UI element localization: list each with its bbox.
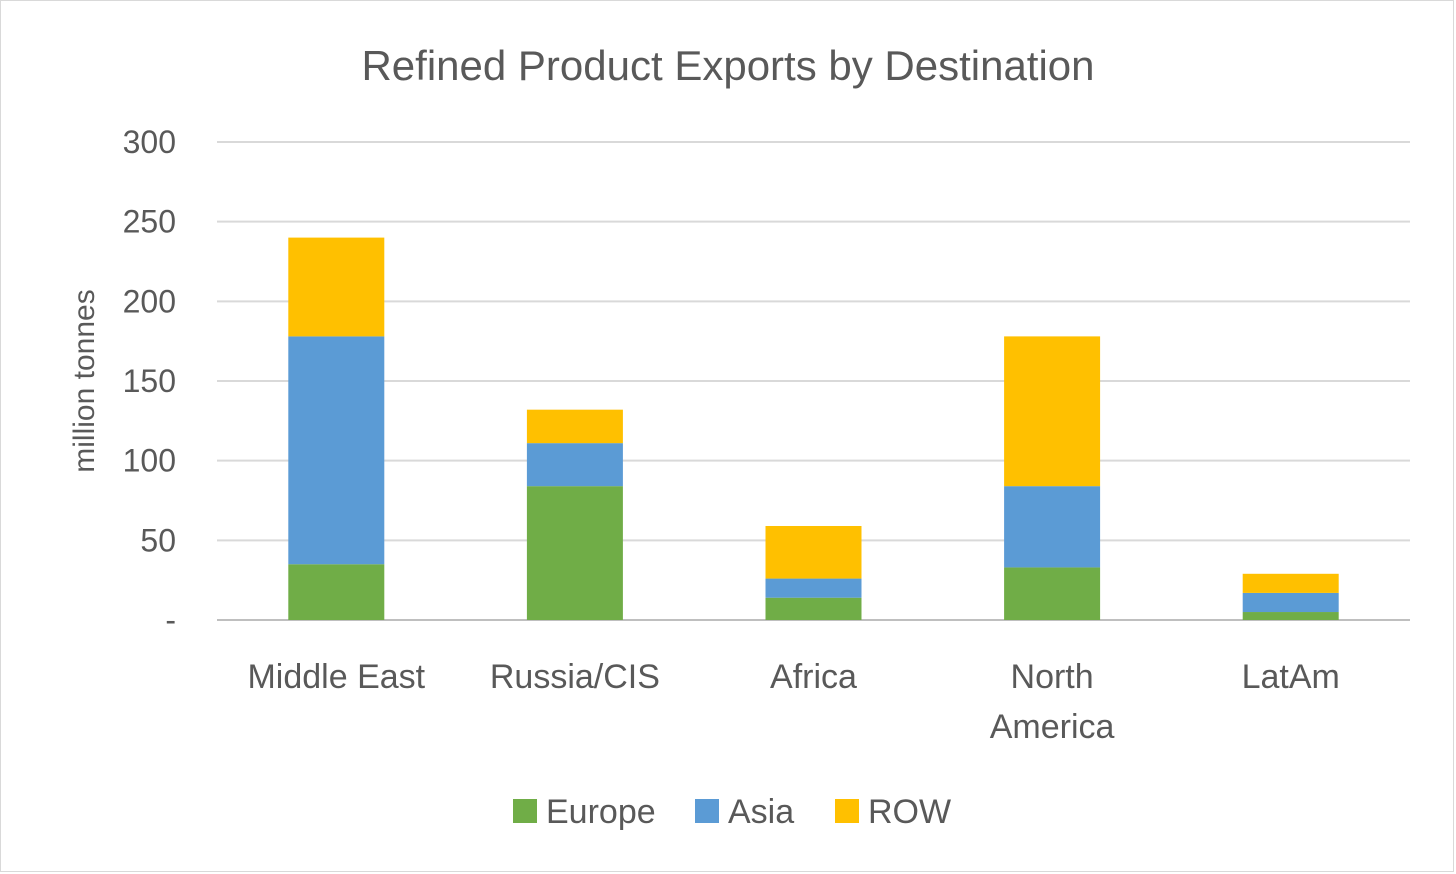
x-tick-label: Africa bbox=[770, 658, 857, 696]
x-tick-label: Middle East bbox=[247, 658, 425, 696]
y-tick-label: 300 bbox=[123, 124, 176, 160]
bar-segment-asia-1 bbox=[526, 443, 623, 487]
bar-segment-europe-4 bbox=[1242, 612, 1339, 620]
legend-swatch-europe bbox=[513, 799, 537, 823]
x-tick-label: North bbox=[1011, 658, 1094, 696]
legend-label-asia: Asia bbox=[728, 793, 794, 831]
y-tick-label: 250 bbox=[123, 204, 176, 240]
bar-segment-europe-1 bbox=[526, 486, 623, 620]
bars bbox=[288, 237, 1339, 620]
y-axis-label: million tonnes bbox=[68, 289, 101, 472]
bar-segment-row-3 bbox=[1004, 336, 1101, 487]
gridlines bbox=[217, 141, 1410, 621]
y-tick-label: 100 bbox=[123, 443, 176, 479]
bar-segment-europe-2 bbox=[765, 597, 862, 620]
y-tick-label: 200 bbox=[123, 283, 176, 319]
x-axis-labels: Middle East Russia/CIS Africa North America L… bbox=[247, 658, 1339, 746]
bar-segment-asia-3 bbox=[1004, 486, 1101, 568]
bar-segment-asia-2 bbox=[765, 578, 862, 598]
bar-segment-row-2 bbox=[765, 525, 862, 579]
legend-label-europe: Europe bbox=[546, 793, 656, 831]
bar-segment-row-0 bbox=[288, 237, 385, 337]
x-tick-label: America bbox=[990, 708, 1115, 746]
legend-label-row: ROW bbox=[868, 793, 951, 831]
bar-segment-europe-0 bbox=[288, 564, 385, 620]
x-tick-label: LatAm bbox=[1242, 658, 1340, 696]
y-tick-label: 50 bbox=[140, 522, 176, 558]
bar-segment-asia-4 bbox=[1242, 592, 1339, 613]
legend-swatch-asia bbox=[695, 799, 719, 823]
chart-title: Refined Product Exports by Destination bbox=[361, 42, 1094, 89]
y-axis-ticks: - 50 100 150 200 250 300 bbox=[123, 124, 176, 638]
y-tick-label: - bbox=[165, 602, 176, 638]
legend: Europe Asia ROW bbox=[513, 793, 951, 831]
bar-segment-row-1 bbox=[526, 409, 623, 444]
bar-segment-europe-3 bbox=[1004, 567, 1101, 620]
x-tick-label: Russia/CIS bbox=[490, 658, 660, 696]
bar-segment-asia-0 bbox=[288, 336, 385, 565]
y-tick-label: 150 bbox=[123, 363, 176, 399]
legend-swatch-row bbox=[835, 799, 859, 823]
bar-segment-row-4 bbox=[1242, 573, 1339, 593]
